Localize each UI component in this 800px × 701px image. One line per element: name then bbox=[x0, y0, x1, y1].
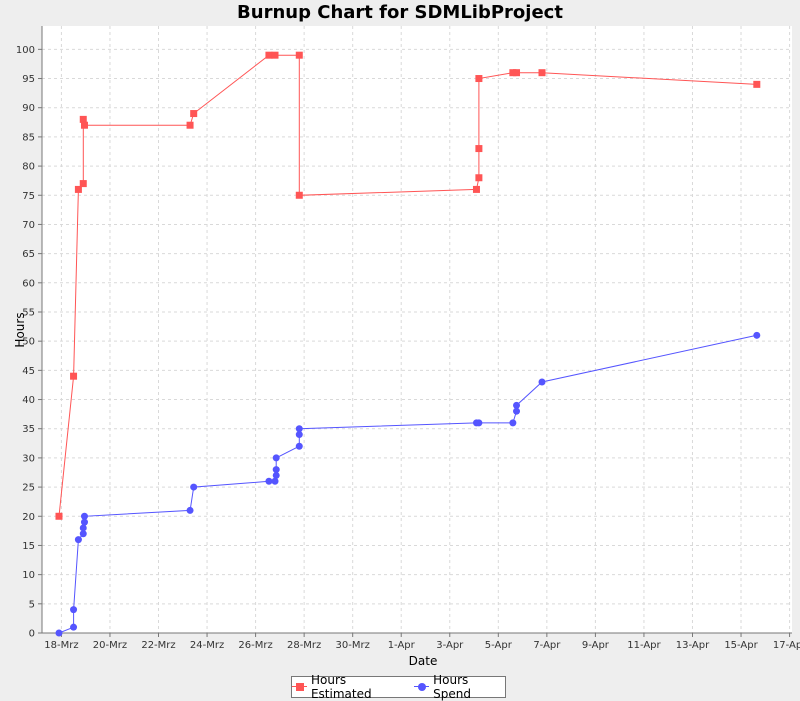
circle-marker-icon bbox=[414, 682, 430, 692]
data-point-hours-estimated bbox=[472, 185, 480, 193]
y-tick-label: 95 bbox=[22, 74, 35, 85]
x-tick-label: 24-Mrz bbox=[190, 640, 224, 651]
y-tick-label: 30 bbox=[22, 453, 35, 464]
data-point-hours-spend bbox=[513, 407, 521, 415]
data-point-hours-spend bbox=[753, 331, 761, 339]
data-point-hours-spend bbox=[295, 431, 303, 439]
chart-title: Burnup Chart for SDMLibProject bbox=[237, 2, 563, 23]
x-tick-label: 7-Apr bbox=[533, 640, 561, 651]
y-tick-label: 25 bbox=[22, 483, 35, 494]
axis-layer: 0 5 10 15 20 25 30 35 40 45 50 55 60 65 70 75 80 85 90 95 10… bbox=[16, 26, 800, 651]
data-point-hours-estimated bbox=[74, 185, 82, 193]
data-point-hours-estimated bbox=[295, 191, 303, 199]
legend: Hours Estimated Hours Spend bbox=[291, 673, 506, 701]
data-point-hours-estimated bbox=[513, 69, 521, 77]
data-point-hours-spend bbox=[186, 506, 194, 514]
y-tick-label: 55 bbox=[22, 307, 35, 318]
y-tick-label: 100 bbox=[16, 45, 35, 56]
y-tick-label: 0 bbox=[29, 629, 35, 640]
x-tick-label: 20-Mrz bbox=[93, 640, 127, 651]
y-tick-label: 70 bbox=[22, 220, 35, 231]
plot-area bbox=[42, 26, 792, 633]
x-tick-label: 28-Mrz bbox=[287, 640, 321, 651]
data-point-hours-estimated bbox=[70, 372, 78, 380]
x-tick-label: 1-Apr bbox=[388, 640, 416, 651]
y-tick-label: 60 bbox=[22, 278, 35, 289]
data-point-hours-spend bbox=[70, 606, 78, 614]
y-tick-label: 50 bbox=[22, 337, 35, 348]
x-tick-label: 17-Apr bbox=[773, 640, 800, 651]
data-point-hours-spend bbox=[295, 442, 303, 450]
data-point-hours-spend bbox=[79, 530, 87, 538]
x-axis-label: Date bbox=[409, 654, 438, 668]
legend-label-estimated: Hours Estimated bbox=[310, 673, 372, 701]
x-tick-label: 26-Mrz bbox=[238, 640, 272, 651]
x-tick-label: 11-Apr bbox=[627, 640, 661, 651]
data-point-hours-estimated bbox=[79, 180, 87, 188]
y-tick-label: 15 bbox=[22, 541, 35, 552]
data-point-hours-estimated bbox=[475, 75, 483, 83]
data-point-hours-spend bbox=[265, 477, 273, 485]
y-tick-label: 45 bbox=[22, 366, 35, 377]
data-point-hours-spend bbox=[509, 419, 517, 427]
data-point-hours-estimated bbox=[80, 121, 88, 129]
legend-item-spend: Hours Spend bbox=[414, 673, 505, 701]
data-point-hours-estimated bbox=[509, 69, 517, 77]
y-tick-label: 20 bbox=[22, 512, 35, 523]
data-point-hours-estimated bbox=[271, 51, 279, 59]
series-layer bbox=[55, 51, 761, 637]
x-tick-label: 5-Apr bbox=[485, 640, 513, 651]
data-point-hours-estimated bbox=[475, 145, 483, 153]
data-point-hours-estimated bbox=[55, 512, 63, 520]
x-tick-label: 9-Apr bbox=[582, 640, 610, 651]
y-tick-label: 80 bbox=[22, 162, 35, 173]
x-tick-label: 22-Mrz bbox=[141, 640, 175, 651]
y-tick-label: 90 bbox=[22, 103, 35, 114]
data-point-hours-estimated bbox=[79, 115, 87, 123]
data-point-hours-spend bbox=[272, 454, 280, 462]
y-tick-label: 65 bbox=[22, 249, 35, 260]
data-point-hours-spend bbox=[538, 378, 546, 386]
square-marker-icon bbox=[292, 682, 307, 692]
data-point-hours-spend bbox=[79, 524, 87, 532]
series-line-hours-estimated bbox=[58, 54, 757, 517]
data-point-hours-estimated bbox=[265, 51, 273, 59]
data-point-hours-estimated bbox=[295, 51, 303, 59]
data-point-hours-spend bbox=[74, 536, 82, 544]
y-tick-label: 85 bbox=[22, 132, 35, 143]
data-point-hours-spend bbox=[70, 623, 78, 631]
x-tick-label: 18-Mrz bbox=[44, 640, 78, 651]
data-point-hours-estimated bbox=[475, 174, 483, 182]
data-point-hours-estimated bbox=[753, 80, 761, 88]
data-point-hours-spend bbox=[271, 477, 279, 485]
data-point-hours-spend bbox=[80, 518, 88, 526]
data-point-hours-estimated bbox=[190, 110, 198, 118]
legend-item-estimated: Hours Estimated bbox=[292, 673, 404, 701]
x-tick-label: 13-Apr bbox=[676, 640, 710, 651]
data-point-hours-spend bbox=[80, 512, 88, 520]
y-axis-label: Hours bbox=[13, 312, 27, 347]
grid-layer bbox=[42, 26, 792, 634]
y-tick-label: 40 bbox=[22, 395, 35, 406]
legend-label-spend: Hours Spend bbox=[433, 673, 471, 701]
y-tick-label: 5 bbox=[29, 599, 35, 610]
x-tick-label: 3-Apr bbox=[436, 640, 464, 651]
data-point-hours-spend bbox=[55, 629, 63, 637]
y-tick-label: 35 bbox=[22, 424, 35, 435]
data-point-hours-estimated bbox=[186, 121, 194, 129]
data-point-hours-spend bbox=[190, 483, 198, 491]
y-tick-label: 75 bbox=[22, 191, 35, 202]
data-point-hours-spend bbox=[295, 425, 303, 433]
x-tick-label: 30-Mrz bbox=[336, 640, 370, 651]
data-point-hours-spend bbox=[475, 419, 483, 427]
y-tick-label: 10 bbox=[22, 570, 35, 581]
data-point-hours-spend bbox=[272, 471, 280, 479]
data-point-hours-estimated bbox=[538, 69, 546, 77]
data-point-hours-spend bbox=[272, 466, 280, 474]
data-point-hours-spend bbox=[513, 401, 521, 409]
x-tick-label: 15-Apr bbox=[724, 640, 758, 651]
